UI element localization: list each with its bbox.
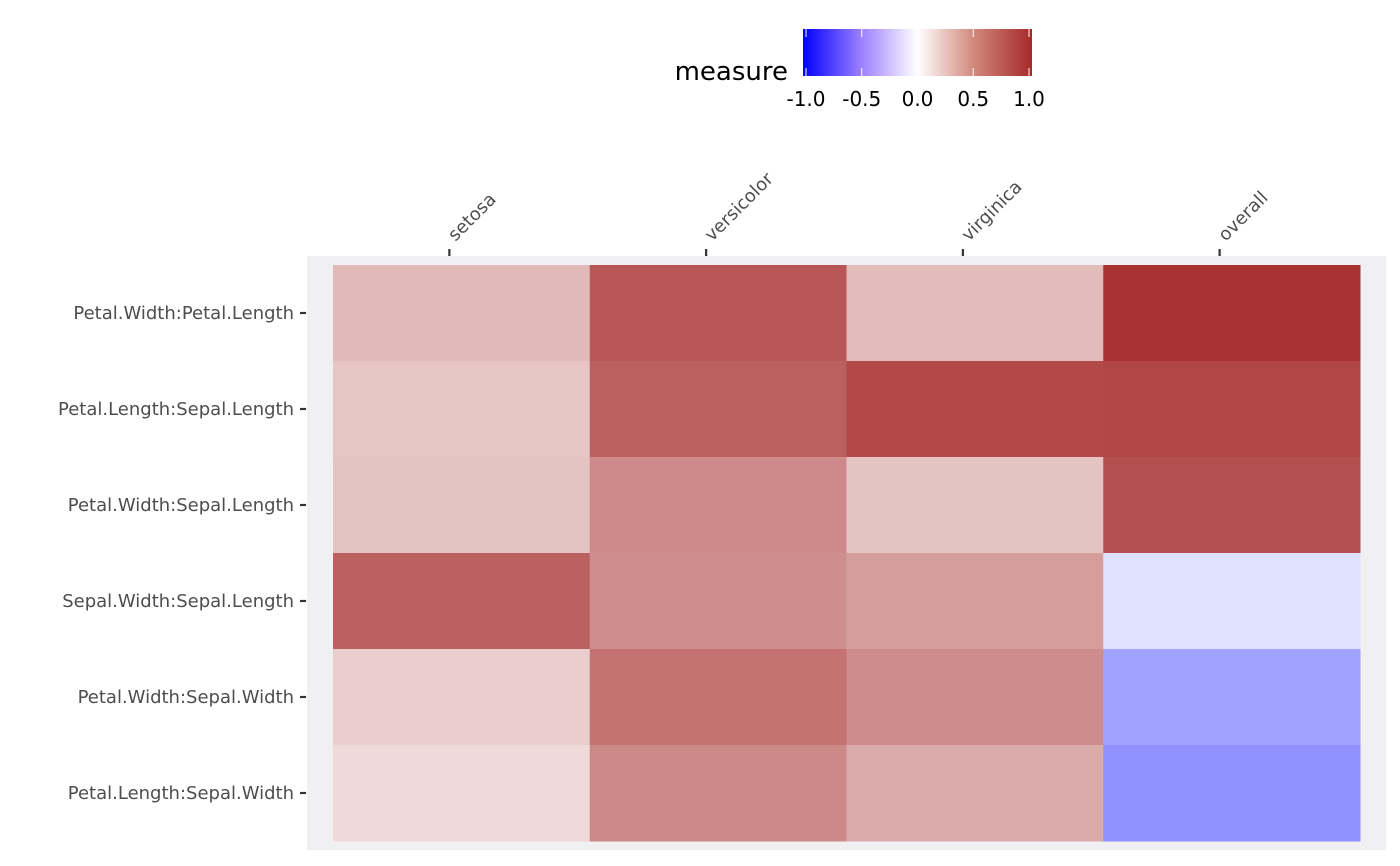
heatmap-cell xyxy=(846,457,1104,554)
heatmap-cells xyxy=(333,265,1361,842)
legend-ticks: -1.0 -0.5 0.0 0.5 1.0 xyxy=(786,29,1045,111)
legend-tick-label: 1.0 xyxy=(1013,87,1045,111)
legend-tick-label: 0.5 xyxy=(957,87,989,111)
heatmap-cell xyxy=(846,649,1104,746)
x-axis: setosa versicolor virginica overall xyxy=(444,168,1272,256)
legend: measure -1.0 -0.5 0.0 0.5 1.0 xyxy=(675,29,1045,111)
heatmap-cell xyxy=(333,457,591,554)
y-tick-label: Petal.Length:Sepal.Length xyxy=(58,399,294,420)
y-axis: Petal.Width:Petal.Length Petal.Length:Sep… xyxy=(58,303,306,804)
heatmap-cell xyxy=(589,553,847,650)
heatmap-cell xyxy=(333,553,591,650)
legend-title: measure xyxy=(675,57,788,87)
heatmap-cell xyxy=(1103,265,1361,362)
heatmap-cell xyxy=(333,361,591,458)
heatmap-cell xyxy=(589,649,847,746)
y-tick-label: Petal.Width:Sepal.Width xyxy=(78,687,294,708)
heatmap-cell xyxy=(1103,361,1361,458)
heatmap-cell xyxy=(589,745,847,842)
y-tick-label: Petal.Length:Sepal.Width xyxy=(68,783,294,804)
y-tick-label: Petal.Width:Sepal.Length xyxy=(68,495,294,516)
x-tick-label: overall xyxy=(1214,187,1272,245)
legend-tick-label: -0.5 xyxy=(842,87,881,111)
y-tick-label: Petal.Width:Petal.Length xyxy=(73,303,294,324)
heatmap-cell xyxy=(1103,649,1361,746)
heatmap-cell xyxy=(333,265,591,362)
heatmap-cell xyxy=(846,265,1104,362)
heatmap-cell xyxy=(1103,553,1361,650)
heatmap-cell xyxy=(846,553,1104,650)
heatmap-cell xyxy=(846,745,1104,842)
heatmap-cell xyxy=(1103,457,1361,554)
heatmap-cell xyxy=(333,745,591,842)
heatmap-cell xyxy=(1103,745,1361,842)
heatmap-cell xyxy=(846,361,1104,458)
legend-tick-label: -1.0 xyxy=(786,87,825,111)
y-tick-label: Sepal.Width:Sepal.Length xyxy=(62,591,294,612)
heatmap-cell xyxy=(589,457,847,554)
x-tick-label: versicolor xyxy=(701,168,778,245)
x-tick-label: virginica xyxy=(958,177,1027,246)
legend-tick-label: 0.0 xyxy=(902,87,934,111)
heatmap-cell xyxy=(589,361,847,458)
x-tick-label: setosa xyxy=(444,189,501,246)
heatmap-cell xyxy=(333,649,591,746)
heatmap-cell xyxy=(589,265,847,362)
